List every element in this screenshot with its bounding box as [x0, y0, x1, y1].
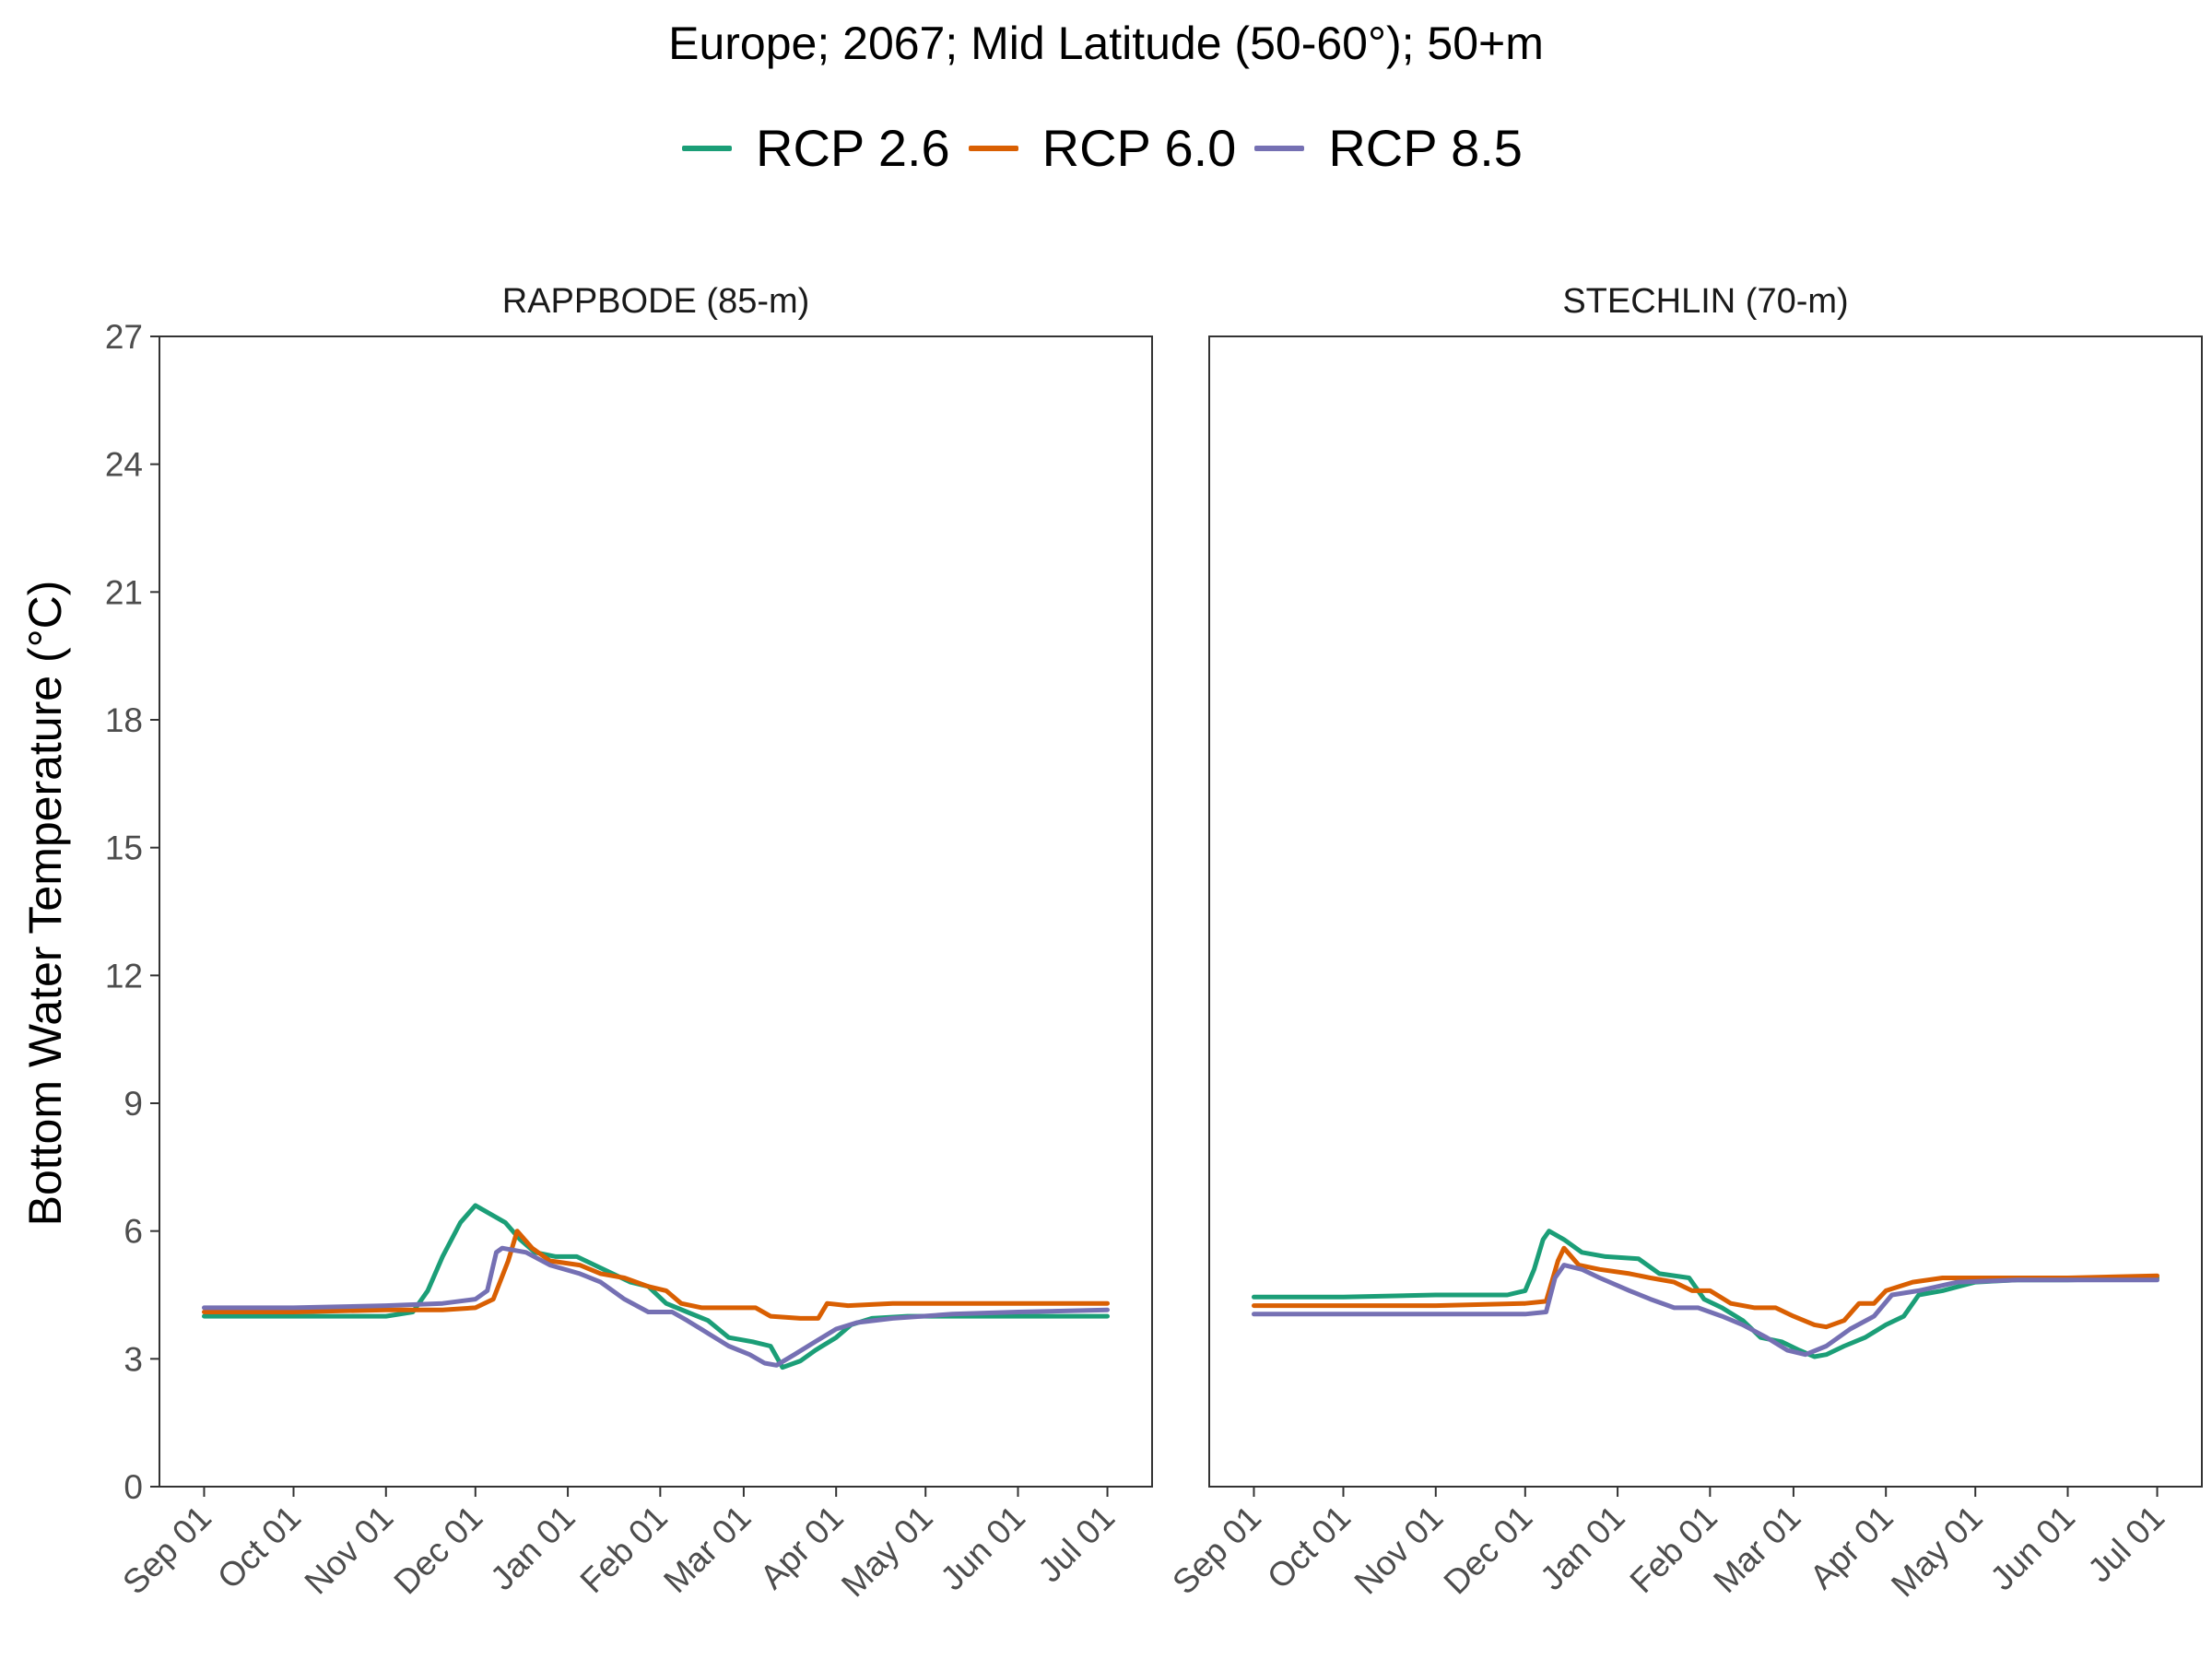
- x-tick-label: Sep 01: [115, 1499, 218, 1602]
- x-tick-label: Nov 01: [298, 1499, 401, 1602]
- figure-title: Europe; 2067; Mid Latitude (50-60°); 50+…: [668, 18, 1544, 69]
- x-tick-label: Mar 01: [656, 1499, 758, 1600]
- x-tick-label: May 01: [1884, 1499, 1990, 1605]
- panel-title: RAPPBODE (85-m): [502, 282, 810, 321]
- x-tick-label: Apr 01: [1803, 1499, 1900, 1596]
- x-tick-label: Jan 01: [483, 1499, 582, 1598]
- y-tick-label: 24: [105, 446, 143, 484]
- legend-label-rcp26: RCP 2.6: [756, 119, 950, 177]
- y-tick-label: 6: [124, 1213, 143, 1251]
- y-tick-label: 0: [124, 1468, 143, 1506]
- series-line-rcp60: [1252, 1245, 2159, 1330]
- y-tick-label: 18: [105, 701, 143, 739]
- x-tick-label: Nov 01: [1347, 1499, 1451, 1602]
- x-tick-label: Feb 01: [1623, 1499, 1724, 1600]
- y-tick-label: 9: [124, 1085, 143, 1123]
- x-tick-label: Oct 01: [210, 1499, 308, 1596]
- legend-key-rcp26: [682, 145, 733, 151]
- y-tick-label: 12: [105, 957, 143, 994]
- panel-border: [1208, 335, 2203, 1488]
- panel-title: STECHLIN (70-m): [1562, 282, 1848, 321]
- legend-key-rcp85: [1254, 145, 1305, 151]
- x-tick-label: Dec 01: [1437, 1499, 1540, 1602]
- series-line-rcp26: [1252, 1229, 2159, 1359]
- legend-label-rcp60: RCP 6.0: [1041, 119, 1237, 177]
- x-tick-label: Jul 01: [1030, 1499, 1122, 1590]
- legend-label-rcp85: RCP 8.5: [1328, 119, 1523, 177]
- x-tick-label: Jan 01: [1533, 1499, 1632, 1598]
- x-tick-label: Jul 01: [2080, 1499, 2171, 1590]
- legend-key-rcp60: [968, 145, 1018, 151]
- legend-item-rcp26: RCP 2.6: [682, 118, 958, 178]
- x-tick-label: Mar 01: [1706, 1499, 1807, 1600]
- x-tick-label: Apr 01: [753, 1499, 851, 1596]
- y-tick-label: 15: [105, 830, 143, 867]
- series-line-rcp85: [202, 1245, 1110, 1368]
- y-tick-label: 27: [105, 318, 143, 356]
- legend-item-rcp60: RCP 6.0: [968, 118, 1244, 178]
- legend: RCP 2.6 RCP 6.0 RCP 8.5: [0, 118, 2212, 178]
- legend-item-rcp85: RCP 8.5: [1254, 118, 1530, 178]
- x-tick-label: Dec 01: [387, 1499, 490, 1602]
- x-tick-label: Jun 01: [1983, 1499, 2083, 1598]
- x-tick-label: Oct 01: [1260, 1499, 1358, 1596]
- x-tick-label: Jun 01: [934, 1499, 1033, 1598]
- y-tick-label: 21: [105, 573, 143, 611]
- x-tick-label: Sep 01: [1165, 1499, 1268, 1602]
- x-tick-label: Feb 01: [573, 1499, 675, 1600]
- x-tick-label: May 01: [834, 1499, 940, 1605]
- panel-border: [159, 335, 1153, 1488]
- series-line-rcp85: [1252, 1263, 2159, 1358]
- series-line-rcp60: [202, 1229, 1110, 1321]
- y-tick-label: 3: [124, 1340, 143, 1378]
